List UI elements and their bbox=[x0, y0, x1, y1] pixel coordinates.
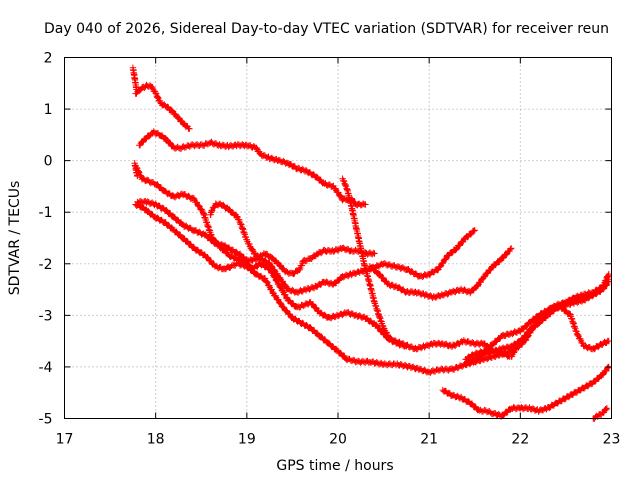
series-markers bbox=[366, 245, 515, 302]
y-tick-label: -5 bbox=[39, 412, 53, 428]
series-s2 bbox=[129, 64, 140, 93]
series-s14 bbox=[508, 303, 612, 360]
series-markers bbox=[339, 175, 410, 350]
x-tick-label: 19 bbox=[238, 432, 256, 448]
series-markers bbox=[129, 64, 140, 93]
series-s9 bbox=[339, 175, 410, 350]
series-s10 bbox=[366, 245, 515, 302]
series-s8 bbox=[207, 200, 378, 277]
series-s5 bbox=[131, 160, 141, 180]
series-markers bbox=[132, 201, 478, 376]
series-s3 bbox=[136, 128, 369, 209]
y-tick-label: -2 bbox=[39, 257, 53, 273]
y-tick-label: 1 bbox=[44, 102, 53, 118]
x-tick-label: 18 bbox=[147, 432, 165, 448]
x-tick-label: 21 bbox=[420, 432, 438, 448]
y-tick-label: -4 bbox=[39, 360, 53, 376]
series-markers bbox=[132, 81, 193, 132]
data-marks bbox=[129, 64, 612, 422]
series-markers bbox=[207, 200, 378, 277]
x-tick-label: 17 bbox=[56, 432, 74, 448]
x-tick-label: 23 bbox=[603, 432, 621, 448]
x-tick-label: 20 bbox=[329, 432, 347, 448]
y-tick-label: -1 bbox=[39, 205, 53, 221]
series-markers bbox=[508, 303, 612, 360]
y-tick-label: -3 bbox=[39, 308, 53, 324]
series-s15 bbox=[439, 363, 612, 420]
series-markers bbox=[131, 160, 141, 180]
series-s7 bbox=[132, 201, 478, 376]
series-markers bbox=[439, 363, 612, 420]
series-s1 bbox=[132, 81, 193, 132]
tick-marks bbox=[64, 57, 612, 419]
chart-title: Day 040 of 2026, Sidereal Day-to-day VTE… bbox=[44, 21, 609, 37]
x-axis-label: GPS time / hours bbox=[276, 458, 393, 474]
x-tick-label: 22 bbox=[511, 432, 529, 448]
y-tick-labels: -5 -4 -3 -2 -1 0 1 2 bbox=[39, 51, 53, 428]
y-tick-label: 0 bbox=[44, 154, 53, 170]
x-tick-labels: 17 18 19 20 21 22 23 bbox=[56, 432, 621, 448]
y-tick-label: 2 bbox=[44, 51, 53, 67]
series-markers bbox=[136, 128, 369, 209]
y-axis-label: SDTVAR / TECUs bbox=[7, 181, 23, 296]
